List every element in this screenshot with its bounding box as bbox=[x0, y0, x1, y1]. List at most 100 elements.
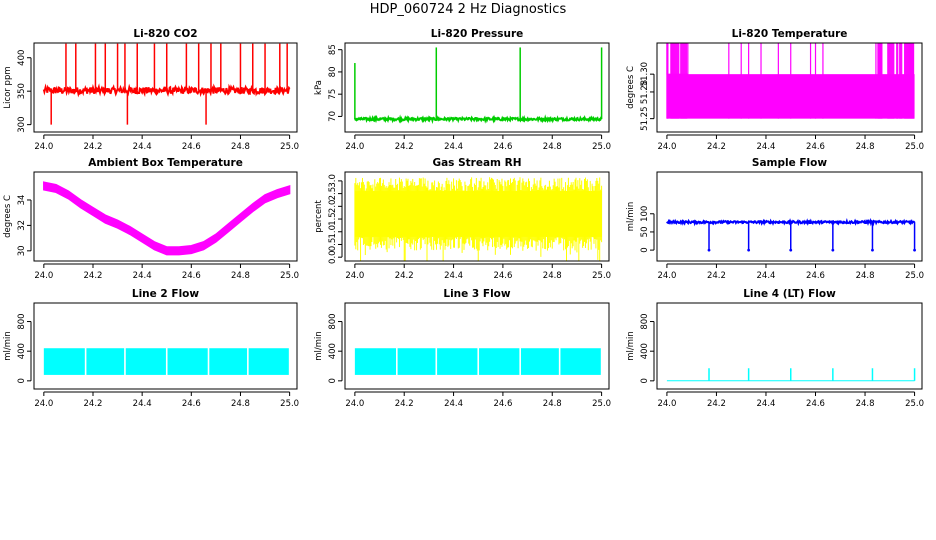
y-tick-label: 800 bbox=[328, 313, 338, 329]
y-axis-label: Licor ppm bbox=[3, 66, 13, 108]
x-tick-label: 24.0 bbox=[657, 142, 676, 152]
x-tick-label: 25.0 bbox=[280, 271, 299, 281]
y-tick-label: 75 bbox=[328, 89, 338, 100]
x-tick-label: 25.0 bbox=[280, 142, 299, 152]
x-tick-label: 24.8 bbox=[231, 271, 250, 281]
chart-panel-rh: Gas Stream RH percent 24.0 24.2 24.4 24.6 24.8… bbox=[314, 157, 611, 281]
y-tick-label: 2.5 bbox=[328, 187, 338, 201]
y-tick-label: 32 bbox=[17, 220, 27, 231]
plot-area bbox=[42, 43, 291, 125]
x-tick-label: 24.6 bbox=[493, 399, 512, 409]
y-tick-label: 2.0 bbox=[328, 200, 338, 214]
y-tick-label: 400 bbox=[640, 343, 650, 359]
y-axis-label: kPa bbox=[314, 80, 324, 95]
y-tick-label: 0 bbox=[640, 378, 650, 383]
y-axis-label: degrees C bbox=[3, 195, 13, 238]
y-axis-label: ml/min bbox=[626, 331, 636, 361]
y-axis-label: ml/min bbox=[314, 331, 324, 361]
y-tick-label: 0.0 bbox=[328, 250, 338, 264]
x-tick-label: 24.4 bbox=[133, 399, 152, 409]
x-tick-label: 24.6 bbox=[493, 271, 512, 281]
x-tick-label: 24.4 bbox=[757, 142, 776, 152]
y-tick-label: 0.5 bbox=[328, 238, 338, 252]
x-tick-label: 24.8 bbox=[543, 399, 562, 409]
y-tick-label: 80 bbox=[328, 67, 338, 78]
spike-point bbox=[707, 248, 711, 252]
y-axis-label: percent bbox=[314, 200, 324, 233]
plot-frame bbox=[33, 302, 298, 390]
x-tick-label: 24.8 bbox=[856, 271, 875, 281]
x-tick-label: 24.6 bbox=[806, 271, 825, 281]
x-tick-label: 24.8 bbox=[231, 142, 250, 152]
y-tick-label: 100 bbox=[640, 206, 650, 222]
plot-area bbox=[43, 181, 291, 256]
plot-area bbox=[666, 217, 916, 252]
y-tick-label: 85 bbox=[328, 44, 338, 55]
y-tick-label: 800 bbox=[640, 313, 650, 329]
chart-title: Ambient Box Temperature bbox=[88, 157, 243, 169]
y-tick-label: 30 bbox=[17, 245, 27, 256]
chart-panel-ambient: Ambient Box Temperature degrees C 24.0 24.2… bbox=[3, 157, 299, 281]
x-tick-label: 24.4 bbox=[757, 271, 776, 281]
chart-panel-line4: Line 4 (LT) Flow ml/min 24.0 24.2 24.4 24.6 24… bbox=[626, 288, 924, 409]
y-tick-label: 51.28 bbox=[640, 80, 650, 104]
x-tick-label: 24.0 bbox=[345, 399, 364, 409]
spike-point bbox=[871, 248, 874, 252]
y-tick-label: 800 bbox=[17, 313, 27, 329]
x-tick-label: 24.4 bbox=[133, 142, 152, 152]
chart-panel-line2: Line 2 Flow ml/min 24.0 24.2 24.4 24.6 24.8 25.… bbox=[3, 288, 299, 409]
y-axis-label: degrees C bbox=[626, 66, 636, 109]
plot-frame bbox=[656, 171, 923, 262]
chart-title: Li-820 Temperature bbox=[732, 28, 848, 40]
x-tick-label: 24.6 bbox=[806, 142, 825, 152]
x-tick-label: 24.0 bbox=[34, 142, 53, 152]
plot-area bbox=[666, 43, 915, 119]
x-tick-label: 24.8 bbox=[856, 142, 875, 152]
plot-frame bbox=[656, 302, 923, 390]
plot-area bbox=[354, 177, 603, 261]
spike-point bbox=[913, 248, 916, 252]
x-tick-label: 24.0 bbox=[34, 399, 53, 409]
x-tick-label: 24.8 bbox=[543, 142, 562, 152]
plot-area bbox=[43, 347, 291, 376]
x-tick-label: 24.0 bbox=[34, 271, 53, 281]
chart-panel-line3: Line 3 Flow ml/min 24.0 24.2 24.4 24.6 24.8 25.… bbox=[314, 288, 611, 409]
y-tick-label: 300 bbox=[17, 117, 27, 133]
y-tick-label: 50 bbox=[640, 227, 650, 238]
plot-frame bbox=[344, 171, 610, 262]
y-tick-label: 1.5 bbox=[328, 212, 338, 226]
plot-area bbox=[354, 347, 603, 376]
x-tick-label: 25.0 bbox=[592, 399, 611, 409]
x-tick-label: 25.0 bbox=[905, 142, 924, 152]
x-tick-label: 24.6 bbox=[182, 142, 201, 152]
series-band bbox=[43, 181, 291, 256]
x-tick-label: 24.4 bbox=[757, 399, 776, 409]
plot-area bbox=[666, 368, 916, 382]
y-tick-label: 400 bbox=[17, 343, 27, 359]
x-tick-label: 24.2 bbox=[707, 142, 726, 152]
chart-title: Line 4 (LT) Flow bbox=[743, 288, 836, 300]
spike-point bbox=[747, 248, 751, 252]
y-tick-label: 0 bbox=[328, 378, 338, 383]
x-tick-label: 24.6 bbox=[182, 399, 201, 409]
x-tick-label: 25.0 bbox=[905, 271, 924, 281]
x-tick-label: 24.4 bbox=[133, 271, 152, 281]
x-tick-label: 24.2 bbox=[395, 271, 414, 281]
page-title: HDP_060724 2 Hz Diagnostics bbox=[369, 2, 567, 17]
y-axis-label: ml/min bbox=[3, 331, 13, 361]
x-tick-label: 24.2 bbox=[395, 399, 414, 409]
x-tick-label: 25.0 bbox=[280, 399, 299, 409]
chart-title: Line 2 Flow bbox=[132, 288, 199, 300]
x-tick-label: 24.6 bbox=[493, 142, 512, 152]
chart-panel-pressure: Li-820 Pressure kPa 24.0 24.2 24.4 24.6 24.8 25… bbox=[314, 28, 611, 152]
plot-frame bbox=[33, 42, 298, 133]
y-tick-label: 1.0 bbox=[328, 225, 338, 239]
x-tick-label: 24.0 bbox=[657, 399, 676, 409]
x-tick-label: 24.2 bbox=[707, 271, 726, 281]
x-tick-label: 24.0 bbox=[345, 271, 364, 281]
y-tick-label: 3.0 bbox=[328, 174, 338, 188]
chart-panel-co2: Li-820 CO2 Licor ppm 24.0 24.2 24.4 24.6 24.8 2… bbox=[3, 28, 299, 152]
y-tick-label: 51.30 bbox=[640, 62, 650, 86]
x-tick-label: 24.0 bbox=[657, 271, 676, 281]
